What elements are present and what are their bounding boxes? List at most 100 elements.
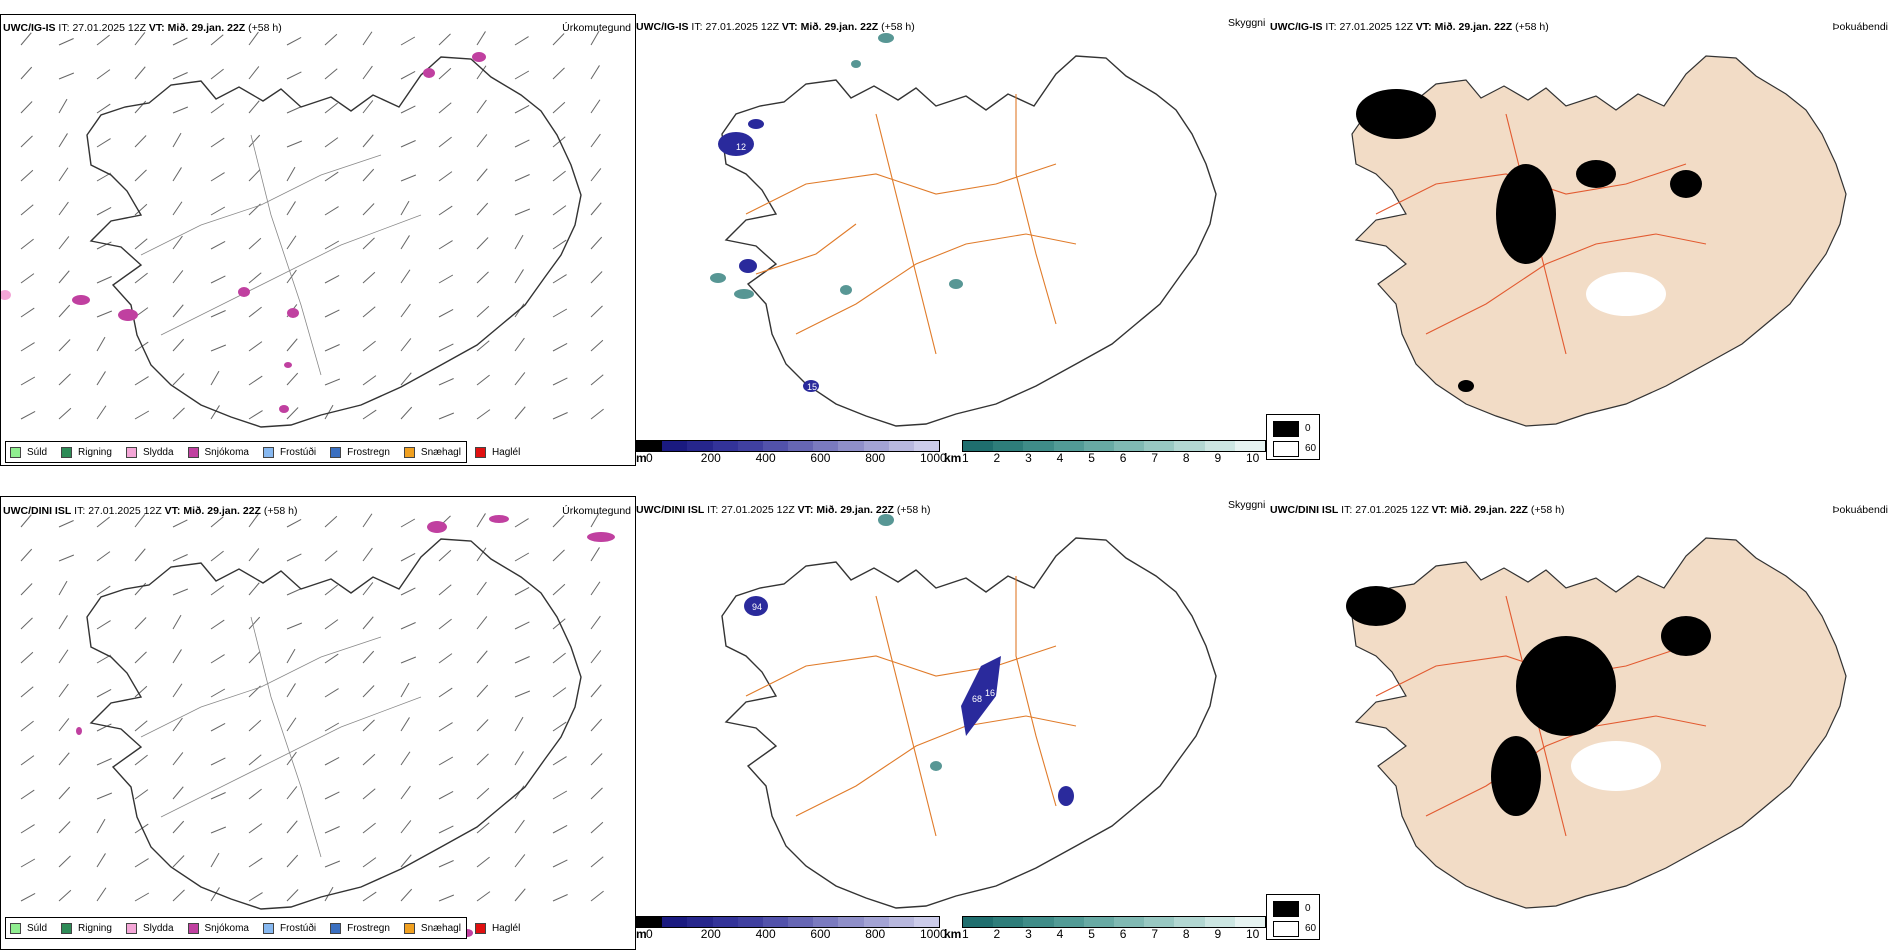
wind-barb	[400, 200, 410, 216]
wind-barb	[400, 682, 410, 698]
wind-barb	[362, 31, 373, 46]
wind-barb	[362, 409, 377, 420]
legend-item-súld: Súld	[10, 922, 47, 934]
colorbar-segment	[888, 441, 914, 451]
wind-barb	[20, 789, 35, 800]
wind-barb	[362, 237, 375, 250]
wind-barb	[324, 886, 334, 902]
wind-barb	[96, 818, 106, 834]
colorbar-tick-label: 9	[1214, 451, 1222, 465]
wind-barb	[248, 272, 262, 284]
wind-barb	[134, 789, 149, 800]
wind-barb	[96, 689, 112, 698]
legend-item-frostúði: Frostúði	[262, 446, 317, 458]
wind-barb	[438, 309, 454, 318]
fog-legend-label: 60	[1305, 923, 1317, 934]
fog-legend-white-box	[1273, 441, 1299, 457]
wind-barb	[476, 616, 488, 630]
wind-barb	[20, 32, 32, 46]
wind-barb	[210, 516, 224, 528]
legend-label: Rigning	[78, 922, 112, 934]
wind-barb	[438, 171, 453, 182]
wind-barb	[552, 136, 566, 148]
wind-barb	[438, 722, 453, 732]
colorbar-segment	[737, 917, 763, 927]
wind-barb	[438, 102, 452, 114]
wind-barb	[172, 752, 184, 766]
wind-barb	[134, 720, 148, 732]
wind-barb	[286, 553, 302, 562]
wind-barb	[58, 889, 72, 902]
colorbar-tick-label: 400	[755, 451, 776, 465]
wind-barb	[58, 201, 69, 216]
fog-legend-label: 60	[1305, 443, 1317, 454]
map-label: 16	[985, 688, 995, 698]
low-cloud-patches	[718, 119, 819, 392]
colorbar-tick-label: 2	[993, 927, 1001, 941]
wind-barb	[476, 822, 490, 834]
colorbar-segment	[788, 441, 814, 451]
wind-barb	[248, 375, 263, 386]
wind-barb	[514, 819, 525, 834]
wind-barb	[248, 719, 262, 732]
wind-barb	[96, 69, 111, 80]
panel-header: UWC/IG-IS IT: 27.01.2025 12Z VT: Mið. 29…	[636, 21, 915, 33]
colorbar-segment	[788, 917, 814, 927]
wind-barb	[438, 205, 453, 216]
wind-barb	[172, 407, 185, 420]
wind-barb	[590, 408, 604, 420]
wind-barb	[324, 275, 340, 284]
wind-barb	[362, 753, 376, 766]
visibility-patches	[878, 514, 942, 771]
wind-barb	[172, 519, 188, 528]
wind-barb	[590, 339, 604, 352]
wind-barb	[400, 518, 416, 528]
wind-barb	[210, 344, 227, 352]
colorbar-tick-label: 1000	[920, 451, 947, 465]
wind-barb	[96, 792, 113, 800]
colorbar-segment	[913, 917, 940, 927]
wind-barb	[20, 893, 36, 902]
legend-swatch	[330, 446, 342, 458]
wind-barb	[324, 206, 339, 216]
wind-barb	[172, 786, 184, 800]
wind-barb	[20, 204, 34, 216]
wind-barb	[96, 405, 107, 420]
visibility-ticks: 1 2 3 4 5 6 7 8 9 10	[962, 451, 1266, 465]
wind-barb	[514, 690, 531, 698]
wind-barb	[552, 790, 568, 800]
legend-item-slydda: Slydda	[125, 446, 174, 458]
wind-barb	[438, 67, 452, 80]
wind-barb	[438, 653, 453, 664]
wind-barb	[324, 757, 340, 766]
map-label: 12	[736, 142, 746, 152]
wind-barb	[20, 238, 34, 250]
wind-barb	[552, 825, 568, 834]
map-label: 94	[752, 602, 762, 612]
wind-barb	[96, 516, 110, 528]
wind-barb	[590, 202, 602, 216]
colorbar-segment	[1083, 917, 1115, 927]
wind-barb	[552, 205, 567, 216]
fog-panel-top: UWC/IG-IS IT: 27.01.2025 12Z VT: Mið. 29…	[1266, 14, 1900, 466]
wind-barb	[324, 860, 341, 868]
wind-barb	[362, 306, 376, 318]
wind-barb	[514, 269, 524, 284]
wind-barb	[514, 36, 529, 46]
wind-barb	[248, 513, 259, 528]
colorbar-tick-label: 200	[700, 927, 721, 941]
legend-label: Frostúði	[279, 446, 317, 458]
wind-barb	[590, 547, 600, 562]
colorbar-segment	[913, 441, 940, 451]
wind-barb	[134, 32, 146, 46]
wind-barb	[210, 103, 225, 114]
wind-barb	[210, 585, 225, 596]
colorbar-tick-label: 800	[865, 451, 886, 465]
visibility-colorbar	[962, 916, 1266, 928]
wind-barb	[134, 548, 146, 562]
wind-barb	[134, 135, 147, 148]
wind-barb	[590, 512, 600, 528]
legend-swatch	[187, 446, 199, 458]
colorbar-segment	[1114, 917, 1145, 927]
colorbar-segment	[712, 441, 738, 451]
